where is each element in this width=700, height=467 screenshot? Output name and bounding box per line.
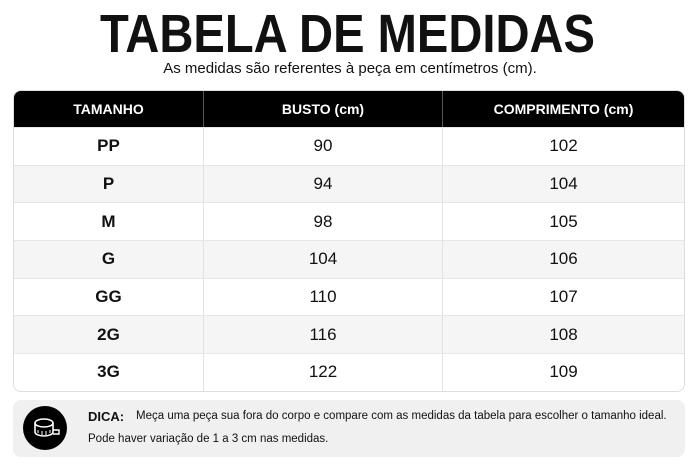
table-row: GG 110 107 [14, 277, 684, 316]
table-row: G 104 106 [14, 240, 684, 278]
column-header: COMPRIMENTO (cm) [442, 91, 684, 127]
table-row: PP 90 102 [14, 127, 684, 165]
table-cell: G [101, 249, 116, 269]
table-cell: 105 [442, 203, 684, 241]
table-cell: 104 [442, 165, 684, 203]
column-header: BUSTO (cm) [203, 91, 442, 127]
table-cell: 102 [442, 128, 684, 165]
table-row: P 94 104 [14, 164, 684, 203]
table-cell: 110 [203, 278, 442, 316]
table-row: M 98 105 [14, 202, 684, 241]
title: TABELA DE MEDIDAS [100, 4, 595, 58]
table-cell: 98 [203, 203, 442, 241]
subtitle: As medidas são referentes à peça em cent… [163, 60, 537, 77]
table-cell: 106 [442, 241, 684, 278]
table-cell: 90 [203, 128, 442, 165]
table-cell: 104 [203, 241, 442, 278]
size-table: TAMANHO BUSTO (cm) COMPRIMENTO (cm) PP 90 102… [13, 90, 685, 392]
table-cell: PP [97, 136, 120, 156]
table-cell: 94 [203, 165, 442, 203]
table-row: 2G 116 108 [14, 315, 684, 354]
tip-text: Meça uma peça sua fora do corpo e compar… [136, 410, 667, 422]
title-area: TABELA DE MEDIDAS [100, 4, 595, 58]
table-cell: 107 [442, 278, 684, 316]
tip-box: DICA: Meça uma peça sua fora do corpo e … [13, 400, 685, 457]
column-header: TAMANHO [73, 101, 144, 117]
tape-icon [23, 406, 67, 450]
tip-label: DICA: [88, 409, 125, 424]
table-row: 3G 122 109 [14, 353, 684, 391]
table-cell: 116 [203, 316, 442, 354]
table-cell: 108 [442, 316, 684, 354]
table-cell: P [102, 174, 115, 194]
table-cell: 2G [97, 324, 120, 344]
table-cell: 109 [442, 354, 684, 391]
table-cell: 3G [97, 362, 120, 382]
tip-text: Pode haver variação de 1 a 3 cm nas medi… [88, 433, 329, 445]
table-cell: M [101, 211, 116, 231]
table-cell: 122 [203, 354, 442, 391]
header-row: TAMANHO BUSTO (cm) COMPRIMENTO (cm) [14, 91, 684, 127]
table-cell: GG [95, 287, 122, 307]
